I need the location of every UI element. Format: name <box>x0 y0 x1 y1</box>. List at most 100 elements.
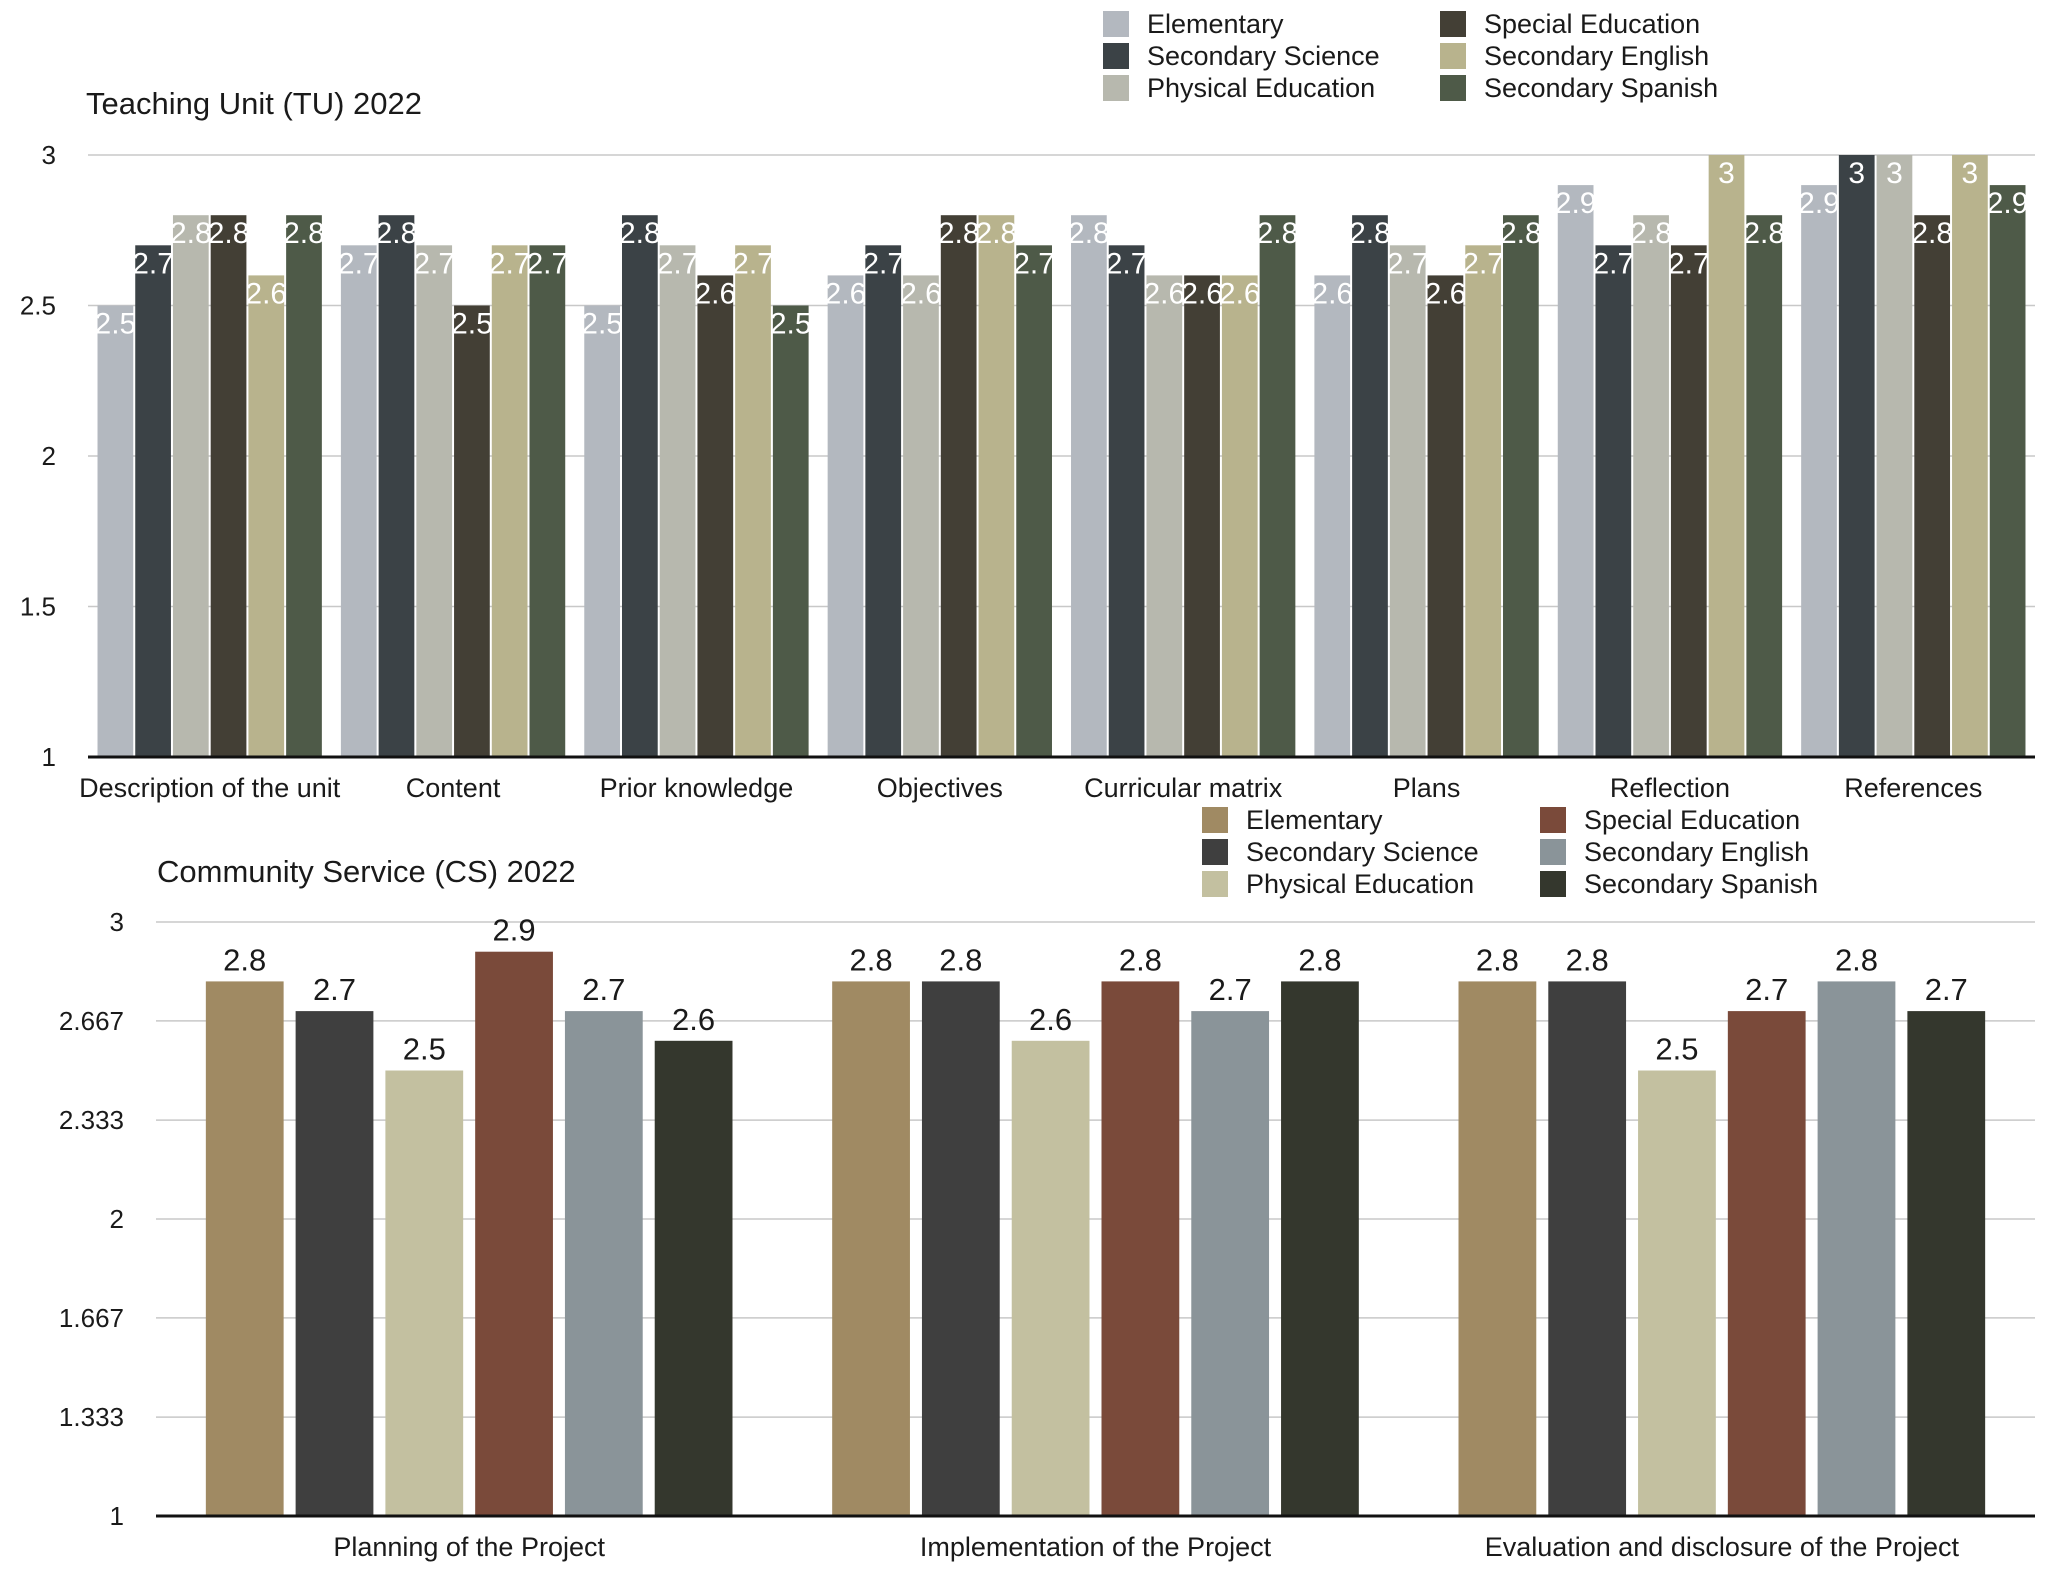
legend-swatch <box>1103 11 1129 37</box>
data-label: 2.7 <box>132 247 174 280</box>
y-tick-label: 1 <box>110 1501 124 1531</box>
bar <box>1907 1011 1986 1516</box>
legend-label: Special Education <box>1584 805 1800 835</box>
bar <box>832 981 910 1516</box>
data-label: 2.8 <box>223 942 266 977</box>
data-label: 2.8 <box>619 217 661 250</box>
legend-swatch <box>1440 75 1466 101</box>
chart-title: Teaching Unit (TU) 2022 <box>86 86 422 121</box>
x-tick-label: Implementation of the Project <box>920 1532 1272 1562</box>
bar <box>1876 155 1913 757</box>
data-label: 2.9 <box>1987 187 2029 220</box>
data-label: 2.7 <box>527 247 569 280</box>
y-tick-label: 2 <box>110 1204 124 1234</box>
data-label: 2.5 <box>95 308 137 341</box>
data-label: 2.6 <box>1219 277 1261 310</box>
bar <box>1670 245 1707 758</box>
bar <box>378 215 415 757</box>
data-label: 2.6 <box>1181 277 1223 310</box>
data-label: 2.6 <box>672 1002 715 1037</box>
data-label: 2.8 <box>976 217 1018 250</box>
bar <box>1184 275 1220 757</box>
bar <box>940 215 977 757</box>
x-tick-label: Description of the unit <box>79 773 341 803</box>
bar <box>1838 155 1875 757</box>
legend-swatch <box>1202 839 1228 865</box>
data-label: 2.7 <box>1462 247 1504 280</box>
x-tick-label: Content <box>406 773 501 803</box>
y-tick-label: 2.333 <box>59 1105 124 1135</box>
bar <box>865 245 902 758</box>
bar <box>1191 1011 1270 1516</box>
bar <box>1746 215 1783 757</box>
bar <box>172 215 209 757</box>
bar <box>654 1040 733 1516</box>
x-tick-label: Plans <box>1393 773 1461 803</box>
data-label: 2.6 <box>900 277 942 310</box>
data-label: 3 <box>1962 157 1979 190</box>
bar <box>921 981 1000 1516</box>
data-label: 2.6 <box>694 277 736 310</box>
data-label: 3 <box>1886 157 1903 190</box>
data-label: 2.6 <box>1143 277 1185 310</box>
bar <box>295 1011 374 1516</box>
legend-label: Secondary English <box>1484 41 1709 71</box>
data-label: 2.8 <box>1630 217 1672 250</box>
bar <box>1952 155 1988 757</box>
data-label: 2.7 <box>1106 247 1148 280</box>
bar <box>697 275 734 757</box>
data-label: 2.9 <box>1798 187 1840 220</box>
bar <box>248 275 285 757</box>
data-label: 2.8 <box>939 942 982 977</box>
data-label: 2.8 <box>1257 217 1299 250</box>
legend-swatch <box>1202 807 1228 833</box>
bar <box>978 215 1015 757</box>
bar <box>827 275 864 757</box>
x-tick-label: Reflection <box>1610 773 1730 803</box>
bar <box>621 215 658 757</box>
chart-title: Community Service (CS) 2022 <box>157 854 576 889</box>
data-label: 2.8 <box>376 217 418 250</box>
y-tick-label: 1.5 <box>20 592 56 622</box>
bar <box>286 215 322 757</box>
bar <box>1221 275 1258 757</box>
data-label: 2.8 <box>1911 217 1953 250</box>
data-label: 2.6 <box>825 277 867 310</box>
bar <box>1458 981 1537 1516</box>
legend-label: Elementary <box>1246 805 1383 835</box>
legend-swatch <box>1540 871 1566 897</box>
legend-label: Secondary Spanish <box>1484 73 1718 103</box>
bar <box>735 245 771 758</box>
data-label: 2.8 <box>938 217 980 250</box>
bar <box>1989 185 2026 758</box>
bar <box>1638 1070 1716 1516</box>
legend-label: Elementary <box>1147 9 1284 39</box>
legend-swatch <box>1103 43 1129 69</box>
bar <box>1281 981 1359 1516</box>
bar <box>529 245 566 758</box>
bar <box>97 305 134 757</box>
data-label: 2.7 <box>313 972 356 1007</box>
bar <box>340 245 377 758</box>
legend-swatch <box>1440 43 1466 69</box>
data-label: 2.7 <box>862 247 904 280</box>
data-label: 2.6 <box>1425 277 1467 310</box>
data-label: 2.7 <box>732 247 774 280</box>
x-tick-label: Prior knowledge <box>600 773 794 803</box>
y-tick-label: 2.667 <box>59 1006 124 1036</box>
legend-swatch <box>1540 807 1566 833</box>
x-tick-label: Planning of the Project <box>333 1532 605 1562</box>
data-label: 2.5 <box>770 308 812 341</box>
data-label: 2.8 <box>1476 942 1519 977</box>
data-label: 2.5 <box>1655 1032 1698 1067</box>
data-label: 2.7 <box>1209 972 1252 1007</box>
legend-label: Physical Education <box>1246 869 1474 899</box>
legend-label: Secondary Spanish <box>1584 869 1818 899</box>
bar <box>1389 245 1426 758</box>
bar <box>659 245 696 758</box>
x-tick-label: Evaluation and disclosure of the Project <box>1485 1532 1960 1562</box>
data-label: 2.7 <box>657 247 699 280</box>
